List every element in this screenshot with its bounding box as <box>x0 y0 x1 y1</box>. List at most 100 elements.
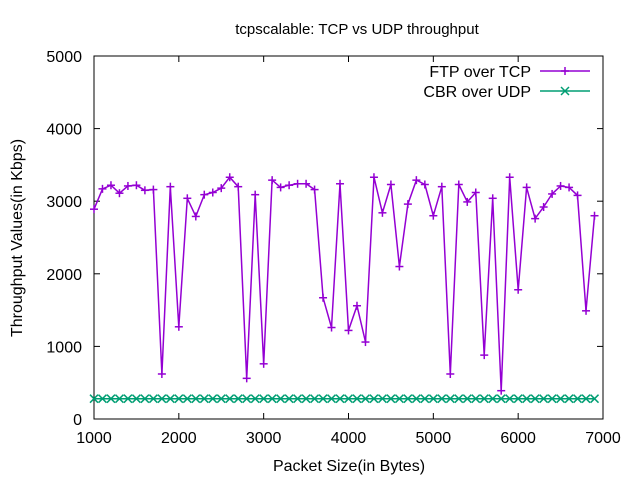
data-point <box>437 182 446 191</box>
data-point <box>377 394 387 404</box>
data-point <box>335 394 345 404</box>
x-tick-label: 6000 <box>500 430 536 447</box>
data-point <box>530 394 540 404</box>
y-tick-label: 5000 <box>46 49 82 66</box>
data-point <box>225 173 234 182</box>
data-point <box>106 394 116 404</box>
data-point <box>454 180 463 189</box>
data-point <box>140 186 149 195</box>
data-point <box>336 179 345 188</box>
data-point <box>216 394 226 404</box>
data-point <box>234 182 243 191</box>
data-point <box>589 394 600 404</box>
data-point <box>284 394 294 404</box>
data-point <box>463 197 472 206</box>
data-point <box>496 394 506 404</box>
data-point <box>310 185 319 194</box>
data-point <box>293 394 303 404</box>
x-tick-label: 4000 <box>331 430 367 447</box>
legend-marker <box>560 86 570 96</box>
data-point <box>182 394 192 404</box>
data-point <box>471 188 480 197</box>
data-point <box>327 394 337 404</box>
data-point <box>327 323 336 332</box>
data-point <box>242 374 251 383</box>
data-point <box>276 394 286 404</box>
data-point <box>90 205 98 214</box>
data-point <box>590 211 599 220</box>
data-point <box>97 394 108 404</box>
x-tick-label: 1000 <box>76 430 112 447</box>
data-point <box>369 394 379 404</box>
data-point <box>479 394 489 404</box>
data-point <box>276 183 285 192</box>
data-point <box>547 394 557 404</box>
data-point <box>514 285 523 294</box>
data-point <box>233 394 243 404</box>
data-point <box>556 181 565 190</box>
data-point <box>191 394 201 404</box>
data-point <box>183 194 192 203</box>
data-point <box>157 394 167 404</box>
data-point <box>106 181 115 190</box>
data-point <box>564 394 574 404</box>
data-point <box>437 394 447 404</box>
data-point <box>513 394 523 404</box>
data-point <box>420 394 430 404</box>
series-ftp-over-tcp <box>90 173 599 395</box>
data-point <box>565 183 574 192</box>
y-tick-label: 3000 <box>46 194 82 211</box>
data-point <box>318 394 328 404</box>
series-layer <box>89 173 600 404</box>
data-point <box>378 208 387 217</box>
legend-label: CBR over UDP <box>423 84 531 101</box>
data-point <box>259 359 268 368</box>
data-point <box>123 394 133 404</box>
data-point <box>488 394 498 404</box>
data-point <box>522 394 532 404</box>
y-tick-label: 4000 <box>46 122 82 139</box>
data-point <box>505 394 515 404</box>
data-point <box>259 394 269 404</box>
data-point <box>242 394 252 404</box>
data-point <box>250 394 260 404</box>
data-point <box>132 181 141 190</box>
data-point <box>582 306 591 315</box>
data-point <box>343 394 354 404</box>
data-point <box>395 262 404 271</box>
data-point <box>268 176 277 185</box>
data-point <box>429 211 438 220</box>
data-point <box>462 394 472 404</box>
legend-marker <box>561 67 569 75</box>
data-point <box>217 184 226 193</box>
y-tick-label: 1000 <box>46 339 82 356</box>
legend-label: FTP over TCP <box>429 64 531 81</box>
data-point <box>573 394 583 404</box>
data-point <box>352 394 362 404</box>
data-point <box>369 173 378 182</box>
data-point <box>267 394 277 404</box>
data-point <box>131 394 141 404</box>
data-point <box>548 189 557 198</box>
data-point <box>191 212 200 221</box>
data-point <box>412 176 421 185</box>
data-point <box>344 326 353 335</box>
data-point <box>411 394 421 404</box>
data-point <box>115 189 124 198</box>
data-point <box>174 394 184 404</box>
data-point <box>428 394 438 404</box>
data-point <box>505 173 514 182</box>
data-point <box>446 369 455 378</box>
data-point <box>471 394 481 404</box>
data-point <box>310 394 320 404</box>
data-point <box>251 190 260 199</box>
data-point <box>360 394 370 404</box>
data-point <box>140 394 150 404</box>
legend: FTP over TCP CBR over UDP <box>423 64 590 101</box>
data-point <box>573 191 582 200</box>
data-point <box>581 394 591 404</box>
data-point <box>352 301 361 310</box>
data-point <box>293 179 302 188</box>
series-line <box>93 176 596 391</box>
data-point <box>556 394 566 404</box>
